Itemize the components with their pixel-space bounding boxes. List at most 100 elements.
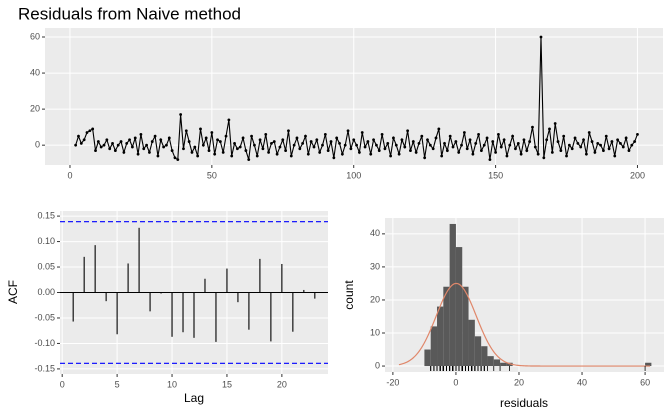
point — [278, 145, 282, 149]
point — [145, 143, 148, 147]
point — [201, 143, 205, 147]
x-tick-label: 200 — [630, 170, 645, 180]
histogram-bar — [645, 362, 652, 367]
point — [386, 141, 390, 145]
point — [159, 138, 163, 142]
point — [559, 149, 563, 152]
point — [128, 138, 131, 142]
point — [190, 150, 194, 154]
point — [562, 134, 566, 138]
point — [471, 152, 475, 156]
point — [465, 147, 469, 151]
point — [434, 136, 438, 140]
histogram-bar — [468, 319, 475, 367]
point — [451, 145, 455, 149]
point — [372, 138, 375, 142]
point — [550, 150, 554, 154]
point — [539, 35, 543, 39]
point — [491, 140, 495, 143]
point — [360, 131, 364, 134]
point — [604, 134, 608, 138]
point — [156, 154, 160, 158]
y-tick-label: -0.10 — [34, 338, 55, 348]
point — [275, 152, 279, 156]
point — [409, 149, 412, 152]
point — [440, 154, 444, 158]
point — [77, 134, 80, 138]
x-tick-label: 150 — [488, 170, 503, 180]
point — [329, 140, 333, 143]
point — [454, 140, 458, 143]
point — [150, 140, 154, 143]
point — [94, 149, 97, 152]
y-tick-label: 20 — [30, 103, 40, 113]
point — [482, 143, 486, 147]
point — [272, 140, 276, 143]
point — [457, 150, 461, 154]
point — [287, 129, 290, 133]
point — [462, 131, 466, 134]
y-tick-label: -0.05 — [34, 312, 55, 322]
point — [247, 158, 251, 161]
point — [139, 132, 143, 136]
point — [355, 143, 358, 147]
point — [227, 118, 231, 122]
point — [584, 152, 588, 156]
point — [514, 147, 517, 151]
point — [352, 138, 356, 142]
point — [630, 143, 634, 147]
point — [607, 147, 611, 151]
point — [633, 140, 637, 143]
point — [389, 154, 393, 158]
point — [582, 138, 585, 142]
point — [369, 152, 373, 156]
point — [488, 158, 492, 161]
histogram-bar — [506, 362, 513, 367]
point — [136, 152, 140, 156]
point — [343, 143, 347, 147]
point — [267, 150, 270, 154]
histogram-bar — [443, 286, 450, 367]
point — [383, 147, 387, 151]
point — [96, 140, 100, 143]
point — [315, 138, 319, 142]
y-tick-label: 10 — [370, 327, 380, 337]
point — [85, 131, 89, 134]
point — [125, 141, 129, 145]
histogram-bar — [493, 359, 501, 367]
y-tick-label: 60 — [30, 31, 40, 41]
point — [587, 131, 591, 134]
point — [88, 129, 92, 133]
point — [335, 136, 339, 140]
point — [253, 143, 256, 147]
point — [636, 132, 639, 136]
chart-title: Residuals from Naive method — [18, 4, 241, 23]
histogram-bar — [437, 306, 444, 367]
point — [377, 149, 381, 152]
point — [596, 141, 600, 145]
point — [411, 140, 415, 143]
point — [250, 134, 253, 138]
point — [423, 156, 427, 160]
point — [162, 145, 166, 149]
point — [485, 136, 489, 140]
point — [349, 147, 353, 151]
point — [221, 150, 225, 154]
point — [323, 132, 327, 136]
point — [497, 132, 500, 136]
point — [505, 154, 509, 158]
histogram-bar — [474, 336, 482, 367]
histogram-bar — [481, 346, 488, 367]
point — [528, 140, 532, 143]
x-tick-label: 0 — [67, 170, 72, 180]
x-tick-label: 100 — [346, 170, 361, 180]
point — [619, 141, 622, 145]
point — [545, 138, 549, 142]
point — [346, 129, 350, 133]
point — [375, 143, 378, 147]
histogram-bar — [487, 356, 494, 367]
point — [397, 152, 401, 156]
x-axis-label: residuals — [500, 396, 548, 410]
point — [184, 129, 188, 133]
